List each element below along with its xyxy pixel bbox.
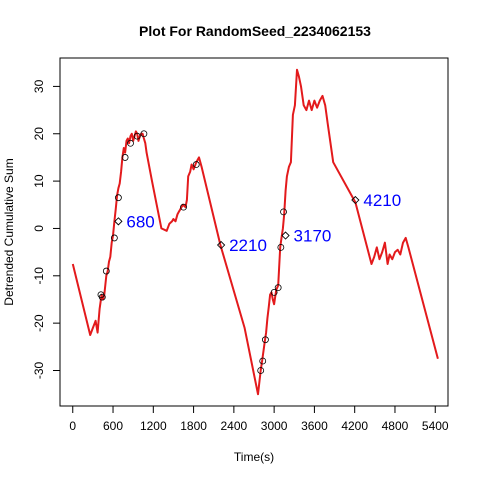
annotation-label-2: 3170 — [294, 227, 332, 246]
annotation-label-1: 2210 — [229, 236, 267, 255]
circle-marker-10 — [192, 161, 200, 168]
x-tick-label-1: 600 — [103, 419, 123, 433]
circle-marker-16 — [277, 243, 285, 251]
circle-marker-5 — [121, 154, 129, 161]
y-tick-label-2: -10 — [32, 267, 46, 285]
x-axis: 0 600 1200 1800 2400 3000 3600 4200 4800 5400 — [69, 406, 449, 433]
y-axis-label: Detrended Cumulative Sum — [2, 158, 16, 305]
plot-frame — [59, 57, 449, 407]
x-tick-label-3: 1800 — [180, 419, 207, 433]
annotation-layer: 680 2210 3170 4210 — [114, 191, 401, 255]
circle-marker-11 — [257, 367, 265, 374]
circle-marker-4 — [115, 194, 122, 202]
x-tick-label-9: 5400 — [422, 419, 449, 433]
circle-marker-15 — [274, 284, 282, 292]
series-line-0 — [71, 68, 439, 396]
y-tick-label-4: 10 — [32, 174, 46, 188]
circle-marker-3 — [110, 234, 118, 242]
annotation-label-0: 680 — [126, 212, 154, 231]
x-axis-label: Time(s) — [234, 450, 274, 464]
x-tick-label-8: 4800 — [382, 419, 409, 433]
circle-marker-13 — [262, 336, 269, 344]
annotation-marker-3 — [351, 195, 360, 205]
y-tick-label-3: 0 — [32, 225, 46, 232]
chart-title: Plot For RandomSeed_2234062153 — [139, 23, 371, 39]
circle-marker-9 — [180, 203, 187, 211]
y-tick-label-1: -20 — [32, 314, 46, 332]
y-tick-label-0: -30 — [32, 361, 46, 379]
circle-marker-6 — [127, 139, 134, 147]
x-tick-label-0: 0 — [69, 419, 76, 433]
circle-marker-8 — [140, 130, 148, 138]
annotation-marker-1 — [216, 240, 226, 250]
x-tick-label-2: 1200 — [140, 419, 167, 433]
circle-marker-1 — [98, 293, 106, 301]
y-tick-label-5: 20 — [32, 127, 46, 141]
x-tick-label-5: 3000 — [261, 419, 288, 433]
marker-layer — [97, 130, 287, 374]
series-layer — [71, 68, 439, 396]
circle-marker-7 — [133, 132, 141, 140]
y-axis: -30 -20 -10 0 10 20 30 — [32, 79, 60, 379]
circle-marker-2 — [102, 267, 110, 275]
annotation-label-3: 4210 — [363, 191, 401, 210]
y-tick-label-6: 30 — [32, 79, 46, 93]
circle-marker-14 — [270, 288, 278, 296]
x-tick-label-7: 4200 — [341, 419, 368, 433]
x-tick-label-4: 2400 — [221, 419, 248, 433]
circle-marker-17 — [280, 208, 287, 216]
annotation-marker-0 — [114, 217, 123, 226]
annotation-marker-2 — [281, 231, 290, 240]
x-tick-label-6: 3600 — [301, 419, 328, 433]
circle-marker-12 — [259, 357, 267, 365]
